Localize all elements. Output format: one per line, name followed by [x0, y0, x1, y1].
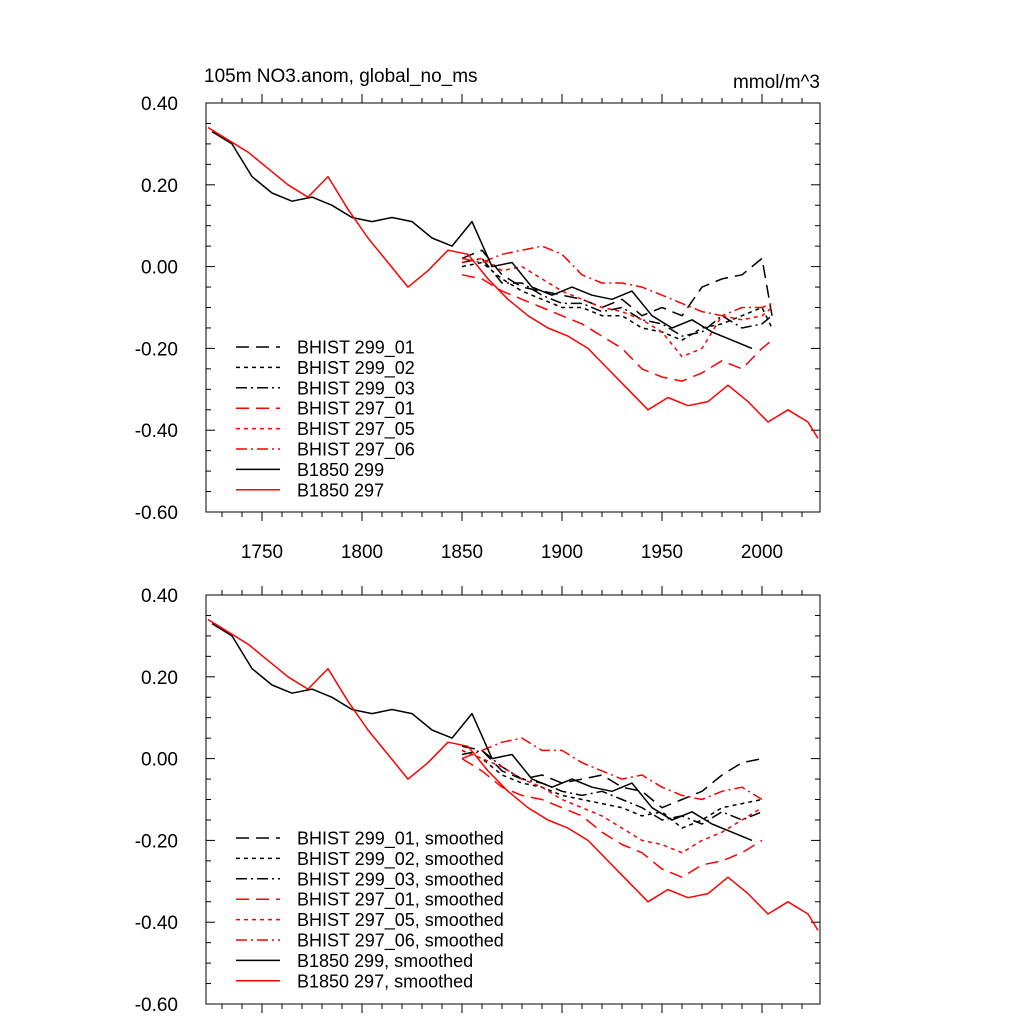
y-tick-label: 0.20 — [141, 668, 178, 689]
series-line-3 — [461, 257, 773, 337]
series-line-7 — [211, 622, 753, 842]
series-line-5 — [461, 749, 763, 854]
legend-label-1: BHIST 299_01 — [297, 338, 415, 359]
series-line-2 — [461, 261, 773, 341]
units-label: mmol/m^3 — [733, 72, 820, 93]
legend-label-7: B1850 299 — [297, 460, 384, 480]
top-panel: 105m NO3.anom, global_no_ms mmol/m^3 0.4… — [135, 66, 821, 563]
legend-label-3: BHIST 299_03, smoothed — [297, 869, 504, 890]
y-tick-label: 0.00 — [141, 258, 178, 279]
y-tick-label: -0.60 — [135, 995, 178, 1016]
series-line-2 — [461, 749, 763, 829]
legend-label-8: B1850 297, smoothed — [297, 971, 473, 991]
y-tick-label: 0.20 — [141, 176, 178, 197]
y-tick-label: 0.40 — [141, 586, 178, 607]
legend-label-5: BHIST 297_05, smoothed — [297, 910, 504, 931]
series-line-7 — [211, 130, 753, 350]
series-line-8 — [207, 126, 819, 439]
legend-label-1: BHIST 299_01, smoothed — [297, 829, 504, 850]
x-tick-label: 1900 — [541, 542, 583, 563]
legend-label-4: BHIST 297_01 — [297, 399, 415, 420]
y-tick-label: -0.20 — [135, 831, 178, 852]
y-tick-label: -0.40 — [135, 421, 178, 442]
y-tick-label: 0.00 — [141, 750, 178, 771]
y-tick-label: -0.60 — [135, 503, 178, 524]
legend-label-5: BHIST 297_05 — [297, 419, 415, 440]
y-tick-label: -0.40 — [135, 913, 178, 934]
series-line-1 — [461, 745, 763, 809]
y-tick-label: -0.20 — [135, 339, 178, 360]
legend-label-4: BHIST 297_01, smoothed — [297, 890, 504, 911]
legend-label-8: B1850 297 — [297, 480, 384, 500]
series-line-6 — [461, 737, 763, 801]
series-line-3 — [461, 749, 763, 825]
x-tick-label: 1850 — [441, 542, 483, 563]
x-tick-label: 2000 — [741, 542, 783, 563]
bottom-panel: 0.40 0.20 0.00 -0.20 -0.40 -0.60 BHIST 299_01,… — [135, 586, 821, 1016]
y-tick-label: 0.40 — [141, 94, 178, 115]
series-line-4 — [461, 274, 773, 382]
legend-label-2: BHIST 299_02 — [297, 358, 415, 379]
legend-label-3: BHIST 299_03 — [297, 378, 415, 399]
series-line-4 — [461, 757, 763, 878]
legend-label-2: BHIST 299_02, smoothed — [297, 849, 504, 870]
series-line-5 — [461, 257, 773, 358]
x-tick-label: 1950 — [641, 542, 683, 563]
legend-label-7: B1850 299, smoothed — [297, 951, 473, 971]
x-tick-label: 1750 — [241, 542, 283, 563]
series-line-6 — [461, 245, 773, 317]
series-line-8 — [207, 618, 819, 931]
legend-label-6: BHIST 297_06 — [297, 440, 415, 461]
legend-label-6: BHIST 297_06, smoothed — [297, 931, 504, 952]
x-tick-label: 1800 — [341, 542, 383, 563]
chart-title: 105m NO3.anom, global_no_ms — [204, 66, 478, 87]
